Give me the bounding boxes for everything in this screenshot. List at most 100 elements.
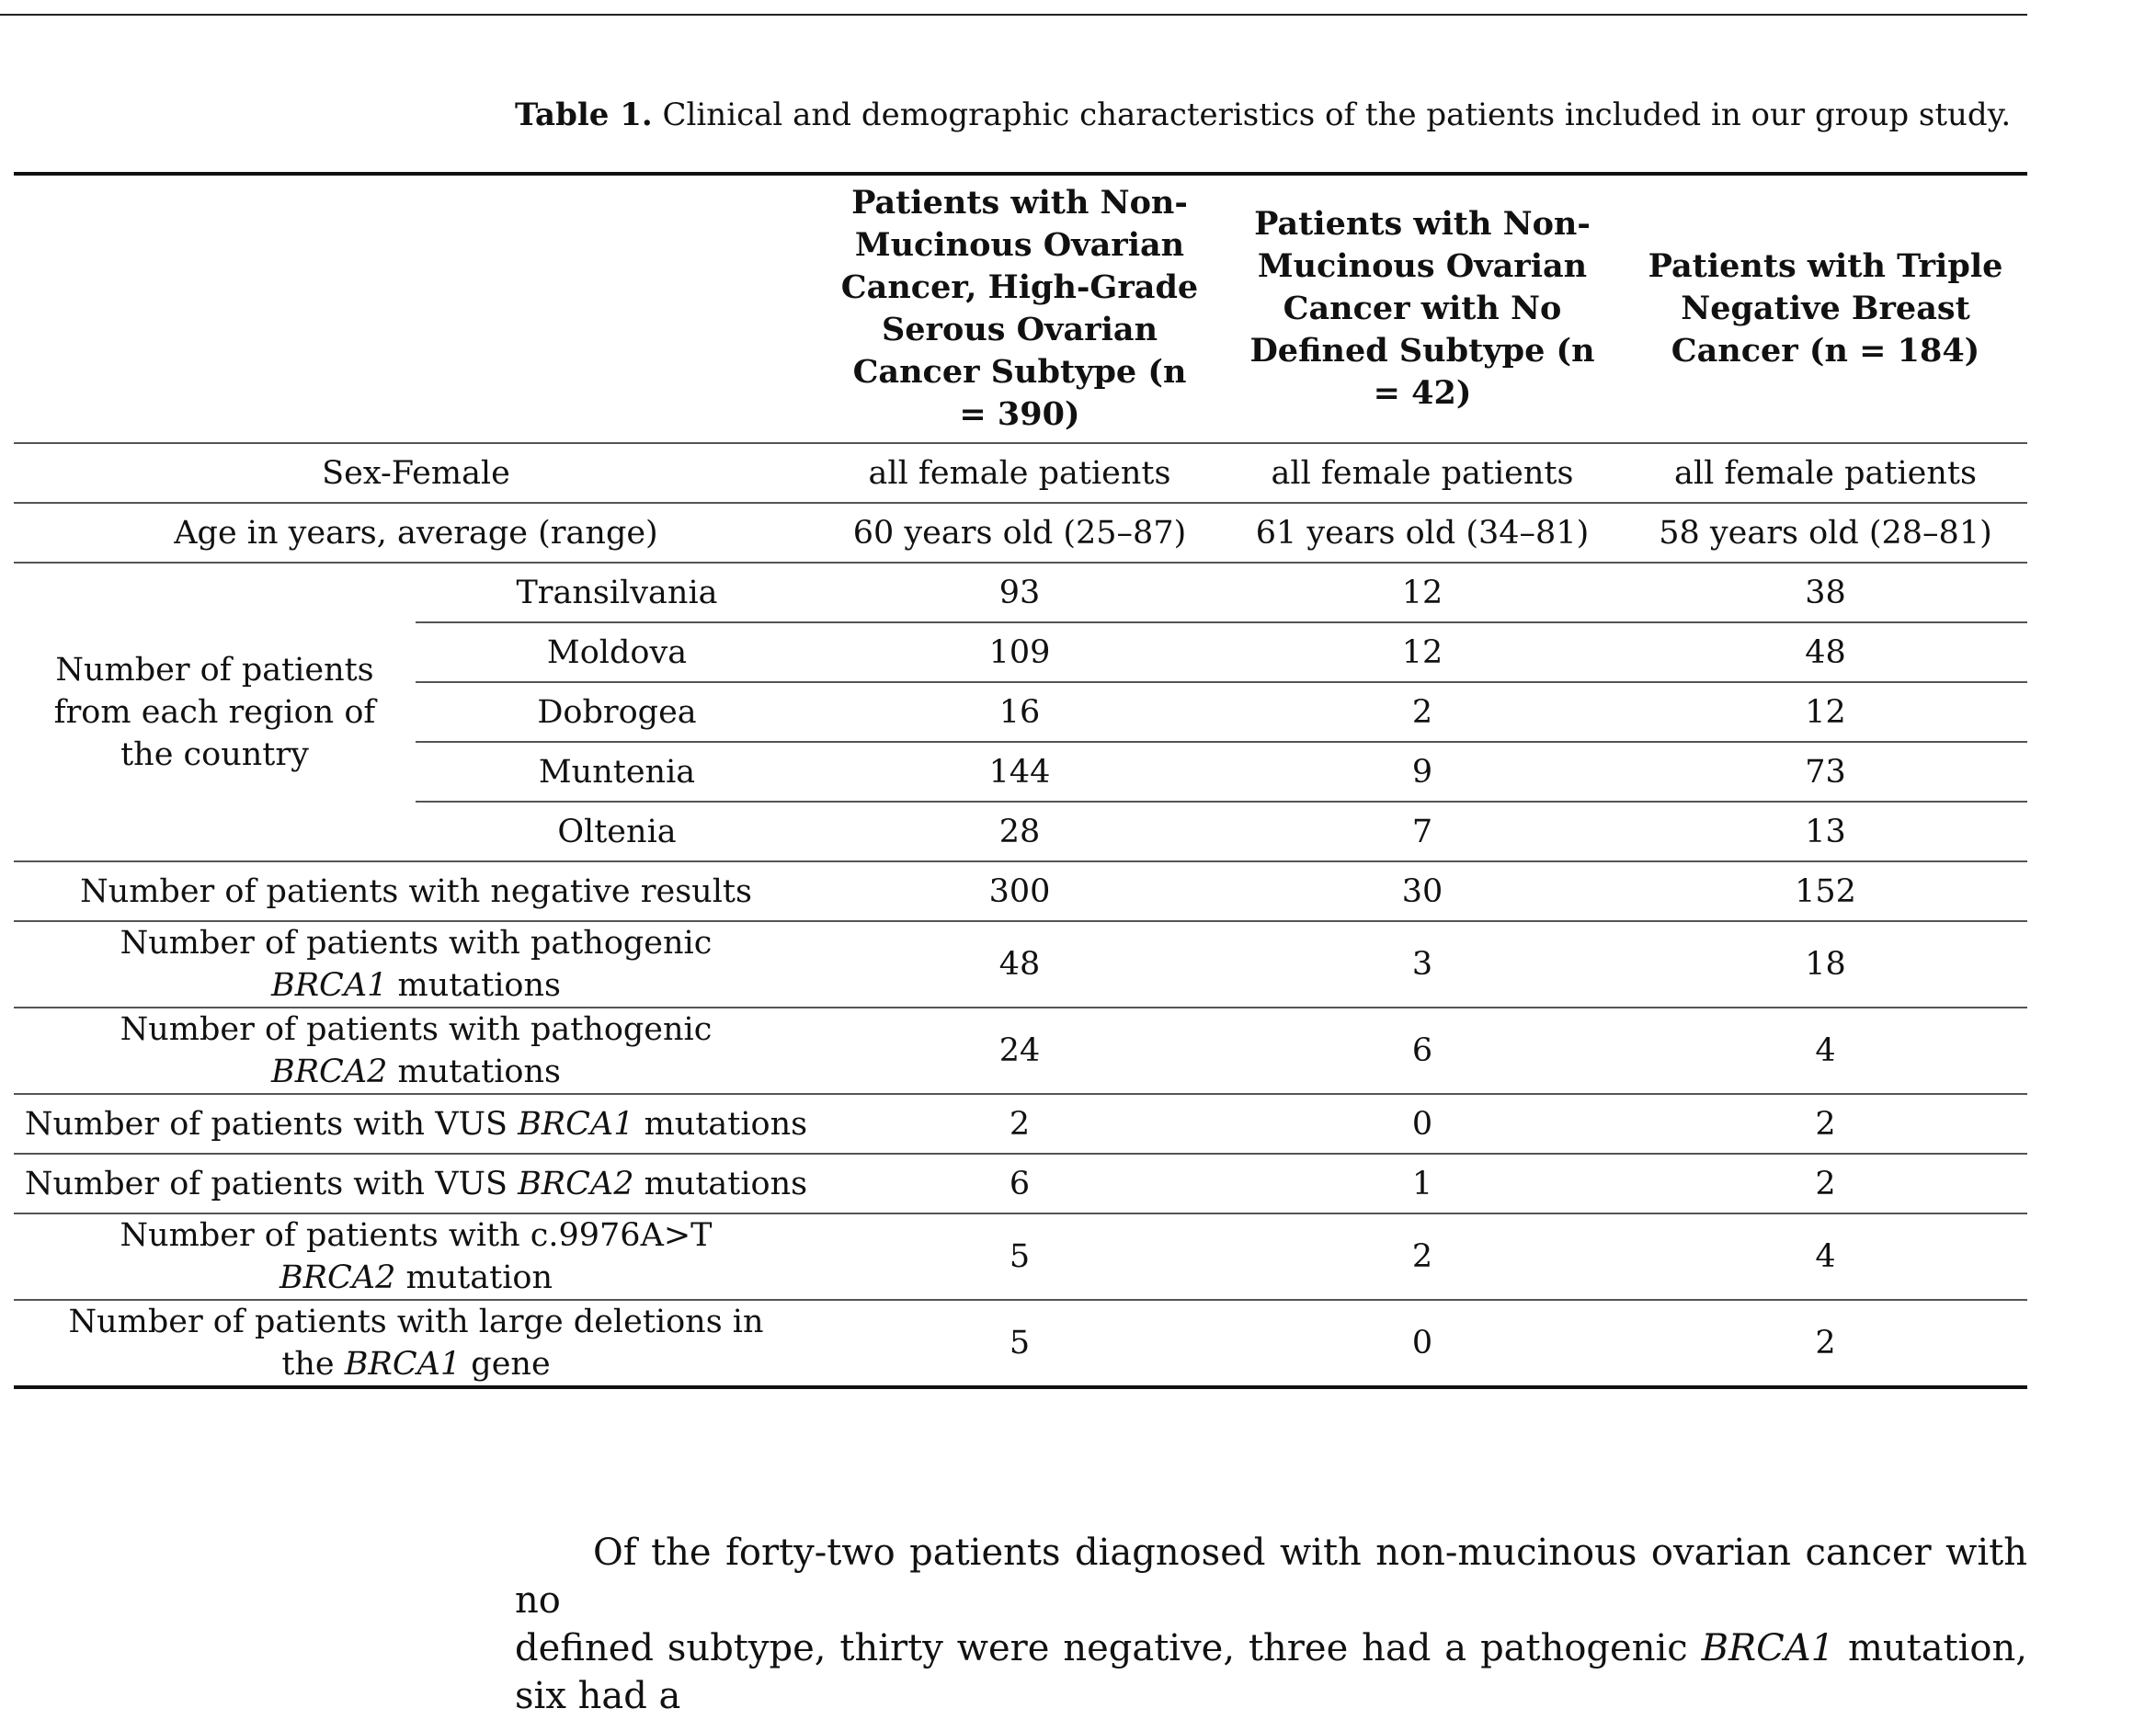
cell: 3 — [1221, 921, 1624, 1008]
label-text: mutations — [387, 1054, 562, 1090]
row-label-large-deletions: Number of patients with large deletions … — [14, 1300, 818, 1389]
row-label-brca1-pathogenic: Number of patients with pathogenic BRCA1… — [14, 921, 818, 1008]
cell: all female patients — [818, 443, 1221, 504]
header-tnbc: Patients with Triple Negative Breast Can… — [1648, 247, 2003, 370]
cell: 24 — [818, 1008, 1221, 1095]
label-text: gene — [461, 1346, 551, 1383]
cell: 6 — [818, 1154, 1221, 1214]
cell: 12 — [1624, 682, 2027, 743]
row-label-sex: Sex-Female — [14, 443, 818, 504]
cell: 300 — [818, 861, 1221, 922]
cell: 18 — [1624, 921, 2027, 1008]
table-header-row: Patients with Non-Mucinous Ovarian Cance… — [14, 174, 2027, 443]
header-hgsoc: Patients with Non-Mucinous Ovarian Cance… — [840, 184, 1199, 433]
table-row: Oltenia 28 7 13 — [14, 802, 2027, 862]
row-label-vus-brca1: Number of patients with VUS BRCA1 mutati… — [14, 1094, 818, 1155]
cell: 6 — [1221, 1008, 1624, 1095]
cell: 2 — [1221, 682, 1624, 743]
cell: 0 — [1221, 1300, 1624, 1389]
cell: 109 — [818, 622, 1221, 683]
table-row: Number of patients with VUS BRCA2 mutati… — [14, 1154, 2027, 1214]
cell: 2 — [1624, 1154, 2027, 1214]
row-label-c9976: Number of patients with c.9976A>T BRCA2 … — [14, 1213, 818, 1301]
cell: 9 — [1221, 742, 1624, 803]
cell: 5 — [818, 1300, 1221, 1389]
table-row: Muntenia 144 9 73 — [14, 742, 2027, 803]
cell: 1 — [1221, 1154, 1624, 1214]
row-label-brca2-pathogenic: Number of patients with pathogenic BRCA2… — [14, 1008, 818, 1095]
label-text: Number of patients with pathogenic — [120, 925, 713, 962]
cell: 2 — [818, 1094, 1221, 1155]
region-name: Moldova — [416, 622, 818, 683]
cell: 38 — [1624, 563, 2027, 623]
table-caption: Table 1. Clinical and demographic charac… — [515, 94, 2041, 136]
table-row: Number of patients with pathogenic BRCA2… — [14, 1008, 2027, 1095]
cell: 93 — [818, 563, 1221, 623]
label-text: Number of patients with VUS — [24, 1165, 519, 1202]
cell: 58 years old (28–81) — [1624, 503, 2027, 564]
top-rule — [0, 14, 2027, 16]
cell: 0 — [1221, 1094, 1624, 1155]
paragraph-line-1: Of the forty-two patients diagnosed with… — [515, 1532, 2027, 1622]
region-name: Transilvania — [416, 563, 818, 623]
caption-label: Table 1. — [515, 97, 653, 133]
row-label-negative: Number of patients with negative results — [14, 861, 818, 922]
cell: 13 — [1624, 802, 2027, 862]
cell: all female patients — [1221, 443, 1624, 504]
cell: 2 — [1221, 1213, 1624, 1301]
cell: 144 — [818, 742, 1221, 803]
table-row: Number of patients with negative results… — [14, 861, 2027, 922]
cell: 48 — [818, 921, 1221, 1008]
table-row: Number of patients with pathogenic BRCA1… — [14, 921, 2027, 1008]
gene-name: BRCA1 — [344, 1346, 462, 1383]
gene-name: BRCA1 — [518, 1105, 634, 1143]
paragraph-line-2: defined subtype, thirty were negative, t… — [515, 1627, 2027, 1717]
gene-name: BRCA2 — [518, 1165, 634, 1202]
label-text: Number of patients with pathogenic — [120, 1011, 713, 1048]
region-name: Muntenia — [416, 742, 818, 803]
table-row: Sex-Female all female patients all femal… — [14, 443, 2027, 504]
label-text: mutations — [633, 1105, 808, 1143]
cell: 60 years old (25–87) — [818, 503, 1221, 564]
cell: 61 years old (34–81) — [1221, 503, 1624, 564]
table-row: Moldova 109 12 48 — [14, 622, 2027, 683]
label-text: Number of patients with large deletions … — [68, 1304, 764, 1383]
characteristics-table: Patients with Non-Mucinous Ovarian Cance… — [14, 172, 2027, 1389]
cell: all female patients — [1624, 443, 2027, 504]
gene-name: BRCA2 — [270, 1054, 388, 1090]
table-row: Number of patients with c.9976A>T BRCA2 … — [14, 1213, 2027, 1301]
cell: 16 — [818, 682, 1221, 743]
cell: 2 — [1624, 1300, 2027, 1389]
label-text: Number of patients with c.9976A>T — [120, 1217, 713, 1254]
paragraph-text: defined subtype, thirty were negative, t… — [515, 1627, 1702, 1669]
cell: 4 — [1624, 1213, 2027, 1301]
table-row: Age in years, average (range) 60 years o… — [14, 503, 2027, 564]
gene-name: BRCA1 — [270, 967, 388, 1004]
header-no-subtype: Patients with Non-Mucinous Ovarian Cance… — [1249, 205, 1595, 412]
label-text: Number of patients with VUS — [24, 1105, 519, 1143]
cell: 28 — [818, 802, 1221, 862]
caption-text: Clinical and demographic characteristics… — [662, 97, 2012, 133]
cell: 7 — [1221, 802, 1624, 862]
label-text: mutation — [395, 1259, 553, 1296]
cell: 12 — [1221, 563, 1624, 623]
header-empty-cell — [14, 174, 818, 443]
cell: 152 — [1624, 861, 2027, 922]
region-name: Dobrogea — [416, 682, 818, 743]
row-label-vus-brca2: Number of patients with VUS BRCA2 mutati… — [14, 1154, 818, 1214]
row-label-regions: Number of patients from each region of t… — [14, 563, 416, 862]
table-row: Dobrogea 16 2 12 — [14, 682, 2027, 743]
body-paragraph: Of the forty-two patients diagnosed with… — [515, 1529, 2027, 1720]
cell: 48 — [1624, 622, 2027, 683]
row-label-age: Age in years, average (range) — [14, 503, 818, 564]
table-row: Number of patients from each region of t… — [14, 563, 2027, 862]
table-row: Number of patients with VUS BRCA1 mutati… — [14, 1094, 2027, 1155]
cell: 73 — [1624, 742, 2027, 803]
gene-name: BRCA2 — [279, 1259, 396, 1296]
region-name: Oltenia — [416, 802, 818, 862]
label-text: mutations — [387, 967, 562, 1004]
cell: 30 — [1221, 861, 1624, 922]
gene-name: BRCA1 — [1701, 1627, 1835, 1669]
cell: 4 — [1624, 1008, 2027, 1095]
label-text: mutations — [633, 1165, 808, 1202]
